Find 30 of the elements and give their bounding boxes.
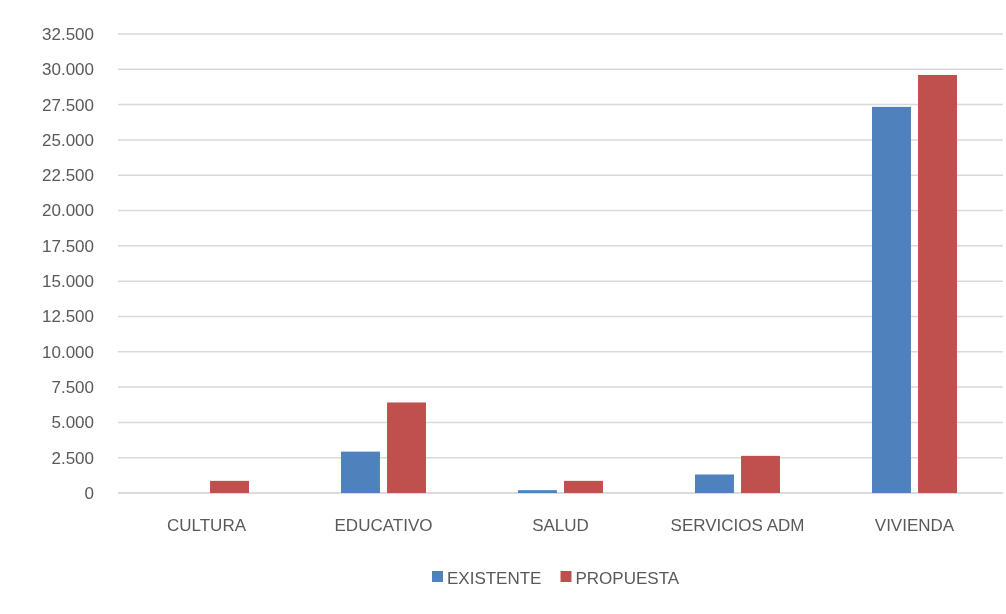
y-tick-label: 7.500 [51, 378, 94, 398]
y-tick-label: 22.500 [42, 166, 94, 186]
y-tick-label: 17.500 [42, 236, 94, 256]
bar [872, 106, 911, 493]
x-tick-label: VIVIENDA [874, 516, 955, 535]
legend-label: PROPUESTA [575, 568, 680, 588]
y-tick-label: 32.500 [42, 24, 94, 44]
y-tick-label: 2.500 [51, 448, 94, 468]
legend-label: EXISTENTE [447, 568, 542, 588]
bar [564, 480, 603, 493]
y-tick-label: 10.000 [42, 342, 94, 362]
y-tick-label: 0 [84, 483, 94, 503]
x-tick-label: EDUCATIVO [334, 516, 433, 535]
y-tick-label: 27.500 [42, 95, 94, 115]
x-tick-label: CULTURA [166, 516, 247, 535]
bar [695, 474, 734, 493]
bar [210, 480, 249, 493]
y-tick-label: 5.000 [51, 413, 94, 433]
bar [387, 402, 426, 493]
x-tick-label: SERVICIOS ADM [670, 516, 805, 535]
y-tick-label: 20.000 [42, 201, 94, 221]
bar [741, 455, 780, 493]
bar [518, 490, 557, 493]
y-tick-label: 12.500 [42, 307, 94, 327]
x-tick-label: SALUD [532, 516, 589, 535]
y-tick-label: 15.000 [42, 272, 94, 292]
bar [341, 451, 380, 493]
y-tick-label: 30.000 [42, 60, 94, 80]
bar [918, 74, 957, 493]
y-tick-label: 25.000 [42, 130, 94, 150]
